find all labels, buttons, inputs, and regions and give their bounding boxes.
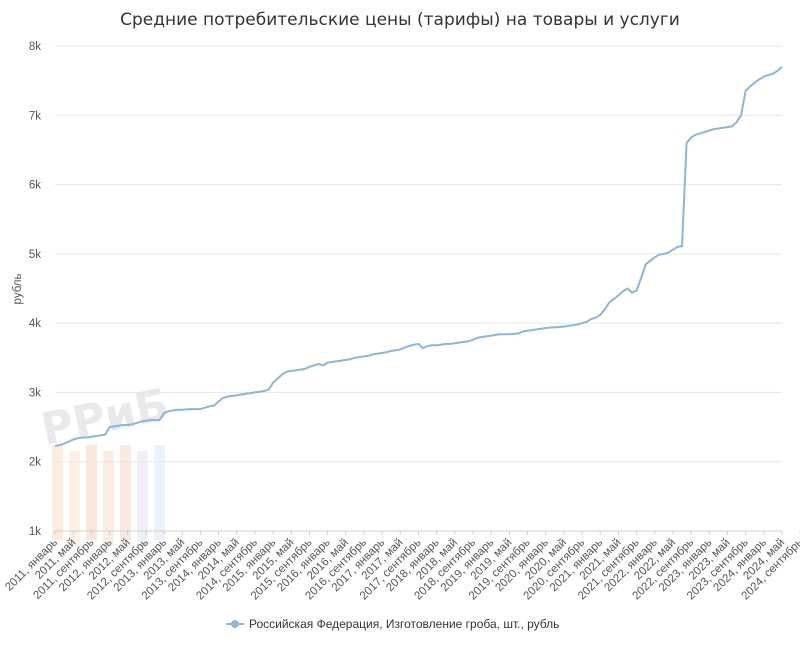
y-tick-label: 2k: [29, 457, 41, 469]
watermark-text: РРиБ: [37, 379, 174, 456]
watermark-stripe: [103, 451, 114, 546]
series-line[interactable]: [54, 66, 783, 447]
watermark-logo: РРиБ: [37, 379, 174, 546]
y-tick-label: 3k: [29, 387, 41, 399]
y-tick-label: 6k: [29, 180, 41, 192]
watermark-stripe: [154, 445, 165, 540]
legend-item[interactable]: Российская Федерация, Изготовление гроба…: [226, 617, 559, 631]
watermark-stripe: [120, 445, 131, 540]
y-axis-label: рубль: [12, 274, 24, 305]
series-layer: [54, 66, 783, 447]
legend-marker-icon: [231, 620, 239, 628]
chart-title: Средние потребительские цены (тарифы) на…: [120, 10, 680, 30]
y-tick-label: 4k: [29, 318, 41, 330]
watermark-stripe: [52, 445, 63, 540]
watermark-stripe: [69, 451, 80, 546]
y-tick-label: 1k: [29, 526, 41, 538]
y-tick-label: 7k: [29, 110, 41, 122]
y-tick-label: 5k: [29, 249, 41, 261]
watermark-stripe: [86, 445, 97, 540]
y-axis-ticks: 1k 2k 3k 4k 5k 6k 7k 8k: [29, 41, 41, 538]
y-tick-label: 8k: [29, 41, 41, 53]
legend-label: Российская Федерация, Изготовление гроба…: [249, 617, 559, 631]
watermark-stripe: [137, 451, 148, 546]
